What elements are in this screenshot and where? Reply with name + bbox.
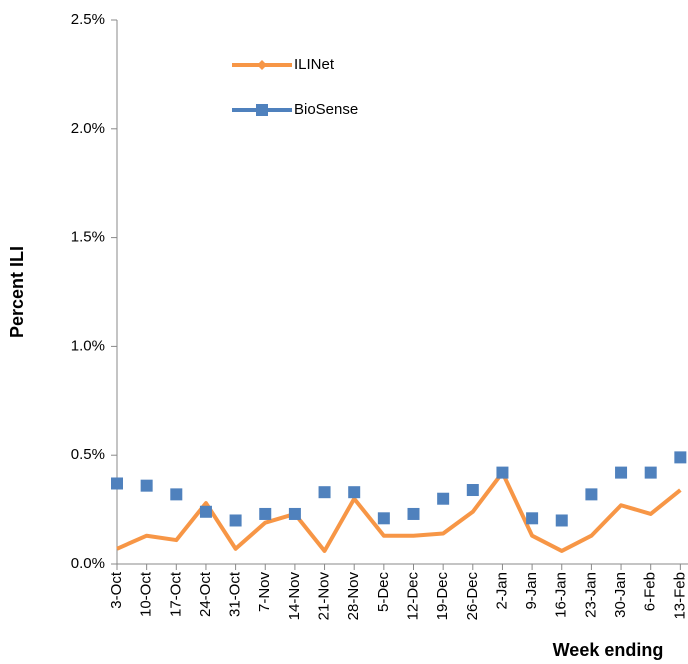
data-point bbox=[555, 514, 568, 527]
x-tick-label: 26-Dec bbox=[464, 572, 481, 621]
y-tick-label: 1.5% bbox=[71, 229, 105, 246]
data-point bbox=[259, 507, 272, 520]
data-point bbox=[644, 466, 657, 479]
x-axis-title: Week ending bbox=[553, 640, 664, 660]
x-tick-label: 7-Nov bbox=[256, 572, 273, 613]
data-point bbox=[111, 477, 123, 490]
x-tick-label: 13-Feb bbox=[671, 572, 688, 620]
data-point bbox=[585, 488, 598, 501]
data-point bbox=[377, 512, 390, 525]
legend-marker bbox=[257, 60, 267, 70]
data-point bbox=[288, 507, 301, 520]
x-tick-label: 3-Oct bbox=[108, 571, 125, 609]
y-tick-label: 2.0% bbox=[71, 120, 105, 137]
x-tick-label: 14-Nov bbox=[286, 572, 303, 621]
legend-marker bbox=[256, 104, 268, 116]
x-tick-label: 28-Nov bbox=[345, 572, 362, 621]
x-tick-label: 30-Jan bbox=[612, 572, 629, 618]
x-tick-label: 19-Dec bbox=[434, 572, 451, 621]
data-point bbox=[526, 512, 539, 525]
data-point bbox=[199, 505, 212, 518]
x-tick-label: 31-Oct bbox=[227, 571, 244, 617]
data-point bbox=[407, 507, 420, 520]
data-point bbox=[466, 484, 479, 497]
data-point bbox=[615, 466, 628, 479]
x-tick-label: 2-Jan bbox=[493, 572, 510, 610]
data-point bbox=[140, 479, 153, 492]
x-tick-label: 16-Jan bbox=[553, 572, 570, 618]
data-point bbox=[437, 492, 450, 505]
y-tick-label: 2.5% bbox=[71, 11, 105, 28]
x-tick-label: 10-Oct bbox=[138, 571, 155, 617]
data-point bbox=[496, 466, 509, 479]
x-tick-label: 17-Oct bbox=[167, 571, 184, 617]
y-axis-title: Percent ILI bbox=[7, 246, 27, 338]
x-tick-label: 5-Dec bbox=[375, 572, 392, 613]
x-tick-label: 6-Feb bbox=[642, 572, 659, 611]
legend-label: ILINet bbox=[294, 56, 335, 73]
x-tick-label: 12-Dec bbox=[404, 572, 421, 621]
y-tick-label: 1.0% bbox=[71, 337, 105, 354]
x-tick-label: 21-Nov bbox=[316, 572, 333, 621]
y-tick-label: 0.0% bbox=[71, 555, 105, 572]
data-point bbox=[229, 514, 242, 527]
data-point bbox=[170, 488, 183, 501]
y-tick-label: 0.5% bbox=[71, 446, 105, 463]
data-point bbox=[674, 451, 687, 464]
legend-label: BioSense bbox=[294, 101, 358, 118]
x-tick-label: 24-Oct bbox=[197, 571, 214, 617]
data-point bbox=[348, 486, 361, 499]
x-tick-label: 9-Jan bbox=[523, 572, 540, 610]
x-tick-label: 23-Jan bbox=[582, 572, 599, 618]
data-point bbox=[318, 486, 331, 499]
